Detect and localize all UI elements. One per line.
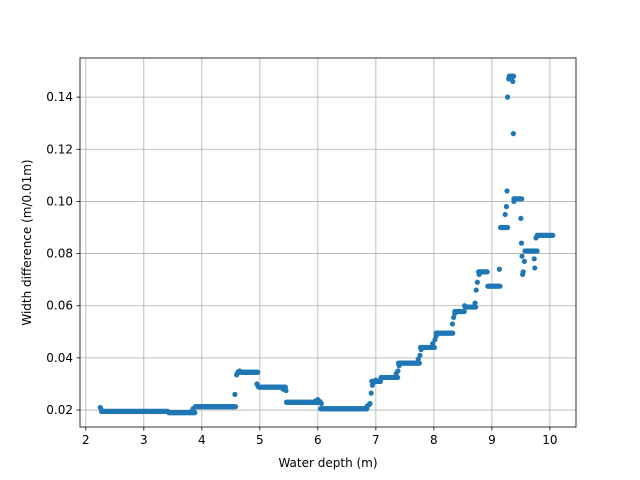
x-tick-label: 5 — [256, 433, 264, 447]
y-tick-label: 0.08 — [46, 247, 73, 261]
data-point — [474, 279, 480, 285]
data-point — [509, 73, 515, 79]
data-point — [431, 344, 438, 351]
data-point — [377, 378, 384, 384]
data-point — [472, 300, 478, 306]
data-point — [255, 369, 261, 375]
data-point — [531, 256, 537, 262]
data-point — [452, 310, 458, 317]
data-point — [497, 283, 503, 289]
data-points — [97, 73, 556, 416]
data-point — [510, 131, 516, 137]
data-point — [496, 266, 503, 272]
data-point — [473, 287, 479, 293]
data-point — [450, 330, 456, 336]
data-point — [432, 337, 438, 343]
data-point — [532, 265, 538, 271]
data-point — [318, 400, 324, 407]
data-point — [451, 314, 457, 321]
data-point — [473, 304, 479, 310]
y-tick-label: 0.10 — [46, 194, 73, 208]
data-point — [430, 340, 436, 347]
data-point — [502, 211, 508, 218]
data-point — [190, 406, 196, 412]
x-axis-label: Water depth (m) — [278, 456, 377, 470]
data-point — [519, 196, 525, 202]
data-point — [520, 269, 526, 275]
y-axis-label: Width difference (m/0.01m) — [20, 159, 34, 325]
data-point — [461, 308, 467, 315]
data-point — [236, 368, 243, 374]
data-point — [550, 232, 556, 238]
x-tick-label: 9 — [488, 433, 496, 447]
data-point — [504, 188, 510, 194]
data-point — [521, 258, 527, 265]
data-point — [433, 333, 439, 339]
x-tick-label: 7 — [372, 433, 380, 447]
data-point — [510, 78, 516, 85]
data-point — [498, 224, 504, 231]
data-point — [373, 377, 379, 383]
x-tick-label: 6 — [314, 433, 322, 447]
plot-frame — [79, 57, 577, 428]
data-point — [234, 372, 240, 378]
data-point — [518, 215, 524, 221]
y-tick-label: 0.02 — [46, 403, 73, 417]
axis-ticks: 2 3 4 5 6 7 8 9 10 0.02 0.04 0.06 0.08 0.10 0.12 0.14 — [46, 90, 557, 447]
data-point — [519, 253, 525, 259]
y-tick-label: 0.04 — [46, 351, 73, 365]
data-point — [511, 198, 517, 205]
data-point — [98, 407, 105, 413]
data-point — [504, 94, 511, 100]
data-point — [534, 248, 540, 254]
data-point — [283, 387, 289, 394]
data-point — [476, 271, 482, 278]
y-tick-label: 0.06 — [46, 299, 73, 313]
data-point — [395, 368, 401, 374]
x-tick-label: 2 — [82, 433, 90, 447]
data-point — [395, 374, 401, 381]
data-point — [503, 204, 509, 210]
data-point — [368, 390, 374, 396]
x-tick-label: 10 — [542, 433, 557, 447]
data-point — [533, 235, 539, 241]
data-point — [255, 383, 261, 390]
data-point — [232, 404, 239, 410]
data-point — [415, 356, 421, 362]
x-tick-label: 4 — [198, 433, 206, 447]
data-point — [396, 363, 402, 369]
data-point — [367, 400, 373, 407]
data-point — [416, 360, 422, 366]
data-point — [484, 269, 490, 275]
data-point — [449, 321, 456, 327]
data-point — [232, 391, 238, 397]
x-tick-label: 3 — [140, 433, 148, 447]
data-point — [518, 240, 525, 246]
x-tick-label: 8 — [430, 433, 438, 447]
data-point — [417, 352, 423, 358]
data-point — [504, 224, 511, 231]
y-tick-label: 0.14 — [46, 90, 73, 104]
data-point — [462, 303, 468, 309]
data-point — [418, 346, 424, 353]
y-tick-label: 0.12 — [46, 142, 73, 156]
